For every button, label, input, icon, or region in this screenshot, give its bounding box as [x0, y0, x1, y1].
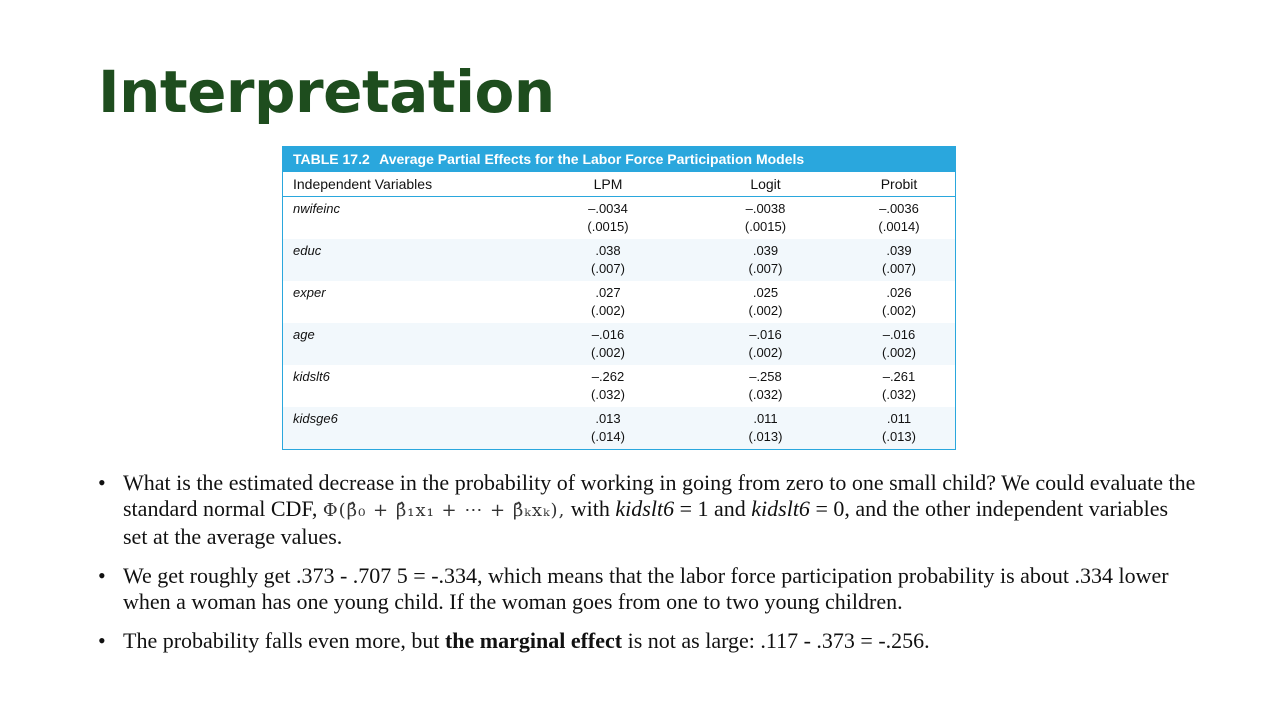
probit-estimate: –.261 [882, 369, 916, 384]
lpm-standard-error: (.0015) [587, 219, 629, 234]
logit-estimate: .025 [752, 285, 779, 300]
lpm-estimate: .013 [595, 411, 621, 426]
lpm-estimate: .027 [595, 285, 621, 300]
lpm-cell: –.016 (.002) [528, 323, 688, 365]
probit-estimate: .011 [886, 411, 912, 426]
logit-standard-error: (.032) [748, 387, 783, 402]
header-probit: Probit [843, 172, 955, 197]
probit-standard-error: (.032) [882, 387, 916, 402]
bullet-1-var-a: kidslt6 [615, 496, 675, 521]
bullet-dot: • [98, 563, 106, 588]
lpm-standard-error: (.002) [591, 303, 625, 318]
bullet-list: • What is the estimated decrease in the … [98, 470, 1198, 667]
bullet-1-with: with [570, 496, 610, 521]
lpm-cell: –.262 (.032) [528, 365, 688, 407]
probit-cell: .039 (.007) [843, 239, 955, 281]
lpm-cell: –.0034 (.0015) [528, 197, 688, 240]
variable-name: nwifeinc [293, 201, 340, 216]
bullet-1-after: = 0, and the other independent variables… [123, 496, 1169, 549]
table-row: nwifeinc –.0034 (.0015) –.0038 (.0015) –.0036… [283, 197, 955, 240]
table-row: kidsge6 .013 (.014) .011 (.013) .011 (.013) [283, 407, 955, 449]
logit-standard-error: (.002) [748, 345, 783, 360]
lpm-standard-error: (.032) [591, 387, 625, 402]
probit-estimate: –.0036 [879, 201, 919, 216]
logit-cell: –.016 (.002) [688, 323, 843, 365]
bullet-dot: • [98, 628, 106, 653]
lpm-standard-error: (.002) [591, 345, 625, 360]
logit-cell: .039 (.007) [688, 239, 843, 281]
probit-standard-error: (.002) [882, 303, 916, 318]
logit-standard-error: (.007) [748, 261, 783, 276]
logit-cell: –.0038 (.0015) [688, 197, 843, 240]
lpm-cell: .013 (.014) [528, 407, 688, 449]
cdf-formula: Φ(β̂₀ + β̂₁x₁ + ⋯ + β̂ₖxₖ), [322, 500, 566, 521]
lpm-standard-error: (.014) [591, 429, 625, 444]
bullet-3-bold: the marginal effect [444, 628, 623, 653]
logit-estimate: –.0038 [745, 201, 786, 216]
probit-standard-error: (.002) [882, 345, 916, 360]
table-row: kidslt6 –.262 (.032) –.258 (.032) –.261 (.032) [283, 365, 955, 407]
logit-cell: –.258 (.032) [688, 365, 843, 407]
variable-name: exper [293, 285, 326, 300]
header-logit: Logit [688, 172, 843, 197]
logit-estimate: .039 [752, 243, 779, 258]
probit-cell: –.261 (.032) [843, 365, 955, 407]
bullet-1-text: What is the estimated decrease in the pr… [123, 470, 1196, 521]
bullet-1-eq-one: = 1 and [679, 496, 746, 521]
probit-estimate: –.016 [882, 327, 916, 342]
bullet-item-3: • The probability falls even more, but t… [98, 628, 1198, 654]
logit-estimate: –.258 [749, 369, 782, 384]
probit-standard-error: (.0014) [878, 219, 920, 234]
logit-estimate: –.016 [749, 327, 782, 342]
slide-title: Interpretation [98, 58, 555, 126]
table-caption-text: Average Partial Effects for the Labor Fo… [379, 151, 805, 167]
probit-estimate: .026 [886, 285, 912, 300]
probit-standard-error: (.013) [882, 429, 916, 444]
probit-cell: –.0036 (.0014) [843, 197, 955, 240]
bullet-1-var-b: kidslt6 [751, 496, 810, 521]
table-body: nwifeinc –.0034 (.0015) –.0038 (.0015) –.0036… [283, 197, 955, 449]
bullet-3-before: The probability falls even more, but [123, 628, 440, 653]
lpm-cell: .038 (.007) [528, 239, 688, 281]
bullet-2-text: We get roughly get .373 - .707 5 = -.334… [123, 563, 1169, 614]
variable-name: age [283, 323, 528, 365]
logit-standard-error: (.002) [748, 303, 783, 318]
lpm-standard-error: (.007) [591, 261, 625, 276]
lpm-estimate: –.262 [591, 369, 625, 384]
bullet-item-1: • What is the estimated decrease in the … [98, 470, 1198, 550]
probit-cell: .026 (.002) [843, 281, 955, 323]
logit-cell: .025 (.002) [688, 281, 843, 323]
variable-name: kidslt6 [293, 369, 330, 384]
variable-name: kidsge6 [283, 407, 528, 449]
table-row: educ .038 (.007) .039 (.007) .039 (.007) [283, 239, 955, 281]
lpm-estimate: –.016 [591, 327, 625, 342]
bullet-dot: • [98, 470, 106, 495]
header-independent-variables: Independent Variables [283, 172, 528, 197]
table-caption: TABLE 17.2 Average Partial Effects for t… [283, 146, 955, 172]
probit-cell: –.016 (.002) [843, 323, 955, 365]
header-lpm: LPM [528, 172, 688, 197]
probit-estimate: .039 [886, 243, 912, 258]
bullet-3-after: is not as large: .117 - .373 = -.256. [627, 628, 930, 653]
logit-cell: .011 (.013) [688, 407, 843, 449]
logit-standard-error: (.013) [748, 429, 783, 444]
lpm-estimate: .038 [595, 243, 621, 258]
variable-name: educ [283, 239, 528, 281]
bullet-item-2: • We get roughly get .373 - .707 5 = -.3… [98, 563, 1198, 615]
logit-standard-error: (.0015) [744, 219, 787, 234]
table-row: exper .027 (.002) .025 (.002) .026 (.002) [283, 281, 955, 323]
probit-cell: .011 (.013) [843, 407, 955, 449]
table-number: TABLE 17.2 [293, 151, 370, 167]
table-row: age –.016 (.002) –.016 (.002) –.016 (.002) [283, 323, 955, 365]
lpm-cell: .027 (.002) [528, 281, 688, 323]
lpm-estimate: –.0034 [588, 201, 628, 216]
header-row: Independent Variables LPM Logit Probit [283, 172, 955, 197]
partial-effects-table: TABLE 17.2 Average Partial Effects for t… [282, 146, 956, 450]
logit-estimate: .011 [753, 411, 778, 426]
data-table: Independent Variables LPM Logit Probit n… [283, 172, 955, 449]
probit-standard-error: (.007) [882, 261, 916, 276]
